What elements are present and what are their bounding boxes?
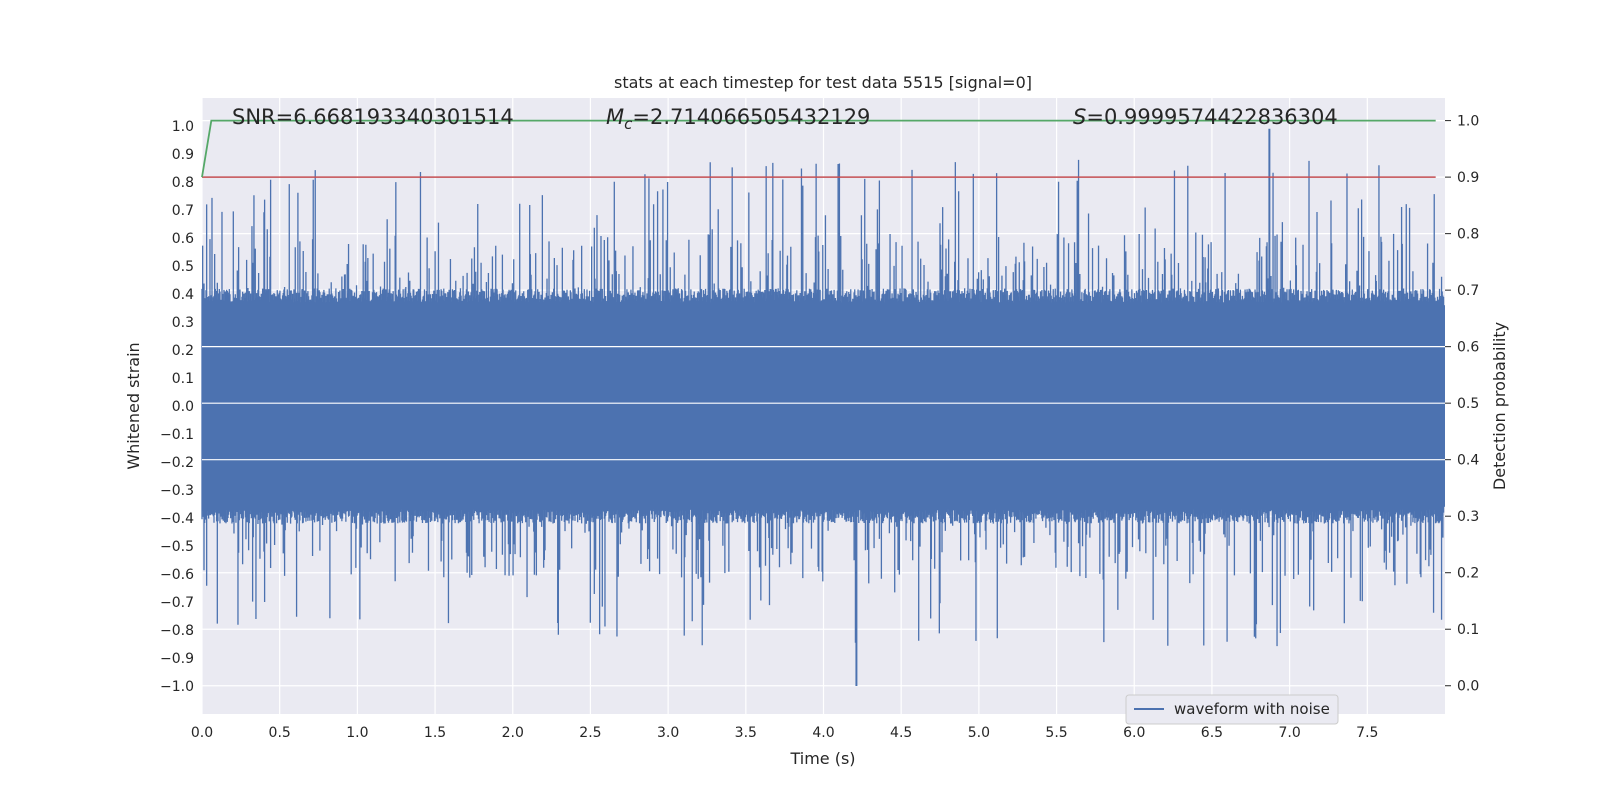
x-tick-label-2: 1.0 xyxy=(346,725,368,741)
x-tick-label-9: 4.5 xyxy=(890,725,912,741)
y-ticks: 1.0 0.9 0.8 0.7 0.6 0.5 0.4 0.3 0.2 0.1 0.0 −0.1 −0.… xyxy=(160,119,194,695)
y2-tick-label-4: 0.6 xyxy=(1457,340,1479,356)
detection-probability-line xyxy=(201,119,1436,178)
x-tick-label-3: 1.5 xyxy=(424,725,446,741)
y2-tick-label-5: 0.5 xyxy=(1457,396,1479,412)
y-tick-label-14: −0.4 xyxy=(160,511,194,527)
y2-tick-label-1: 0.9 xyxy=(1457,170,1479,186)
x-tick-label-10: 5.0 xyxy=(968,725,990,741)
mc-subscript: c xyxy=(624,115,633,133)
y-tick-label-12: −0.2 xyxy=(160,455,194,471)
y2-tick-label-9: 0.1 xyxy=(1457,622,1479,638)
x-tick-label-7: 3.5 xyxy=(735,725,757,741)
legend: waveform with noise xyxy=(1125,694,1339,725)
mc-annotation: Mc=2.714066505432129 xyxy=(606,105,870,133)
y-tick-label-11: −0.1 xyxy=(160,427,194,443)
y-tick-label-1: 0.9 xyxy=(172,147,194,163)
x-tick-label-12: 6.0 xyxy=(1123,725,1145,741)
y-tick-label-13: −0.3 xyxy=(160,483,194,499)
y-axis-label: Whitened strain xyxy=(124,342,143,469)
y2-tick-label-6: 0.4 xyxy=(1457,453,1479,469)
y-tick-label-18: −0.8 xyxy=(160,623,194,639)
x-tick-label-15: 7.5 xyxy=(1356,725,1378,741)
chart-title: stats at each timestep for test data 551… xyxy=(614,73,1032,92)
x-tick-label-11: 5.5 xyxy=(1045,725,1067,741)
waveform-series xyxy=(201,128,1445,686)
y-tick-label-10: 0.0 xyxy=(172,399,194,415)
y2-tick-label-3: 0.7 xyxy=(1457,283,1479,299)
y2-tick-label-8: 0.2 xyxy=(1457,566,1479,582)
legend-label: waveform with noise xyxy=(1174,700,1330,718)
y-tick-label-8: 0.2 xyxy=(172,343,194,359)
y-tick-label-3: 0.7 xyxy=(172,203,194,219)
x-tick-label-4: 2.0 xyxy=(502,725,524,741)
y-tick-label-17: −0.7 xyxy=(160,595,194,611)
x-tick-label-8: 4.0 xyxy=(812,725,834,741)
y2-ticks: 1.0 0.9 0.8 0.7 0.6 0.5 0.4 0.3 0.2 0.1 0.0 xyxy=(1445,114,1479,695)
y2-tick-label-0: 1.0 xyxy=(1457,114,1479,130)
x-axis-label: Time (s) xyxy=(789,749,855,768)
y-tick-label-6: 0.4 xyxy=(172,287,194,303)
snr-annotation: SNR=6.668193340301514 xyxy=(232,105,514,129)
mc-value: =2.714066505432129 xyxy=(632,105,870,129)
y2-axis-label: Detection probability xyxy=(1490,322,1509,490)
y-tick-label-4: 0.6 xyxy=(172,231,194,247)
mc-symbol: M xyxy=(606,105,624,129)
x-tick-label-14: 7.0 xyxy=(1278,725,1300,741)
y-tick-label-0: 1.0 xyxy=(172,119,194,135)
y-tick-label-16: −0.6 xyxy=(160,567,194,583)
y2-tick-label-7: 0.3 xyxy=(1457,509,1479,525)
y-tick-label-5: 0.5 xyxy=(172,259,194,275)
x-tick-label-0: 0.0 xyxy=(191,725,213,741)
waveform-core-band xyxy=(202,305,1445,507)
y-tick-label-15: −0.5 xyxy=(160,539,194,555)
x-tick-label-6: 3.0 xyxy=(657,725,679,741)
x-tick-label-5: 2.5 xyxy=(579,725,601,741)
y-tick-label-19: −0.9 xyxy=(160,651,194,667)
x-tick-label-1: 0.5 xyxy=(269,725,291,741)
y-tick-label-2: 0.8 xyxy=(172,175,194,191)
x-ticks: 0.0 0.5 1.0 1.5 2.0 2.5 3.0 3.5 4.0 4.5 5.0 5.5 6.0 6… xyxy=(191,725,1379,741)
s-value: =0.9999574422836304 xyxy=(1086,105,1337,129)
y2-tick-label-10: 0.0 xyxy=(1457,679,1479,695)
y2-tick-label-2: 0.8 xyxy=(1457,227,1479,243)
y-tick-label-20: −1.0 xyxy=(160,679,194,695)
y-tick-label-7: 0.3 xyxy=(172,315,194,331)
x-tick-label-13: 6.5 xyxy=(1201,725,1223,741)
s-annotation: S=0.9999574422836304 xyxy=(1073,105,1338,129)
legend-box xyxy=(1125,694,1339,725)
s-symbol: S xyxy=(1073,105,1086,129)
y-tick-label-9: 0.1 xyxy=(172,371,194,387)
